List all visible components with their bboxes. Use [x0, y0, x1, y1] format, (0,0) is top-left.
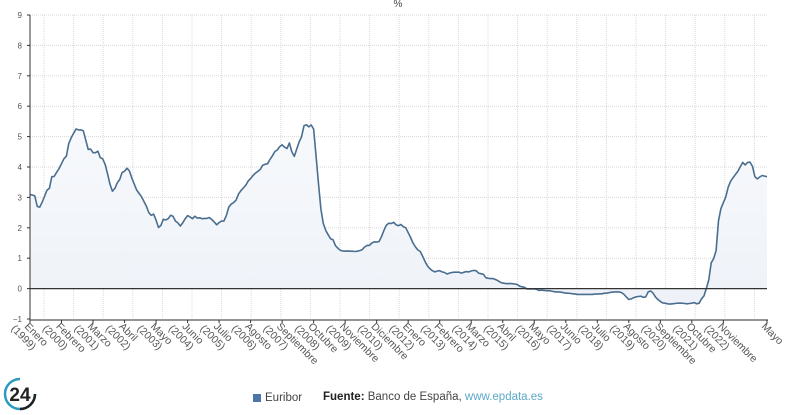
source-text: Banco de España,: [364, 391, 465, 403]
series-area-euribor: [30, 124, 767, 305]
y-tick-label: 8: [18, 41, 23, 50]
x-tick-label: Julio(2018): [576, 315, 614, 353]
x-tick-label: Mayo(2016): [513, 315, 553, 355]
y-tick-label: 7: [18, 72, 23, 81]
chart-title: %: [394, 0, 403, 10]
y-tick-label: 0: [18, 285, 23, 294]
y-tick-label: 5: [18, 133, 23, 142]
x-tick-month: Mayo: [759, 321, 786, 348]
x-tick-label: Mayo: [759, 321, 786, 348]
y-axis-ticks: −1 0 1 2 3 4 5 6 7 8 9: [13, 11, 30, 324]
y-tick-label: 6: [18, 102, 23, 111]
y-tick-label: 2: [18, 224, 23, 233]
y-tick-label: 1: [18, 254, 23, 263]
legend-swatch: [253, 394, 261, 402]
source-link[interactable]: www.epdata.es: [464, 391, 543, 403]
svg-text:24: 24: [9, 385, 31, 406]
y-tick-label: 3: [18, 193, 23, 202]
legend-item-euribor[interactable]: Euribor: [253, 392, 302, 404]
source-note: Fuente: Banco de España, www.epdata.es: [323, 391, 543, 403]
area-layer: [29, 123, 768, 305]
legend-label: Euribor: [265, 392, 303, 404]
series-line-euribor: [29, 123, 768, 305]
euribor-chart: % −1 0 1 2 3 4 5 6 7 8 9 Enero(1999) Febrero(2000) M…: [8, 0, 786, 367]
footer: Euribor Fuente: Banco de España, www.epd…: [0, 386, 800, 412]
y-tick-label: −1: [13, 315, 23, 324]
x-tick-label: Abril(2015): [481, 315, 519, 353]
x-tick-label: Julio(2005): [198, 315, 236, 353]
x-axis-ticks: Enero(1999) Febrero(2000) Marzo(2001) Abril…: [8, 315, 786, 367]
y-tick-label: 9: [18, 11, 23, 20]
x-tick-label: Abril(2002): [103, 315, 141, 353]
x-tick-label: Junio(2004): [166, 315, 206, 355]
x-tick-label: Mayo(2003): [135, 315, 175, 355]
y-tick-label: 4: [18, 163, 23, 172]
source-label: Fuente:: [323, 391, 365, 403]
logo-24: 24: [3, 377, 37, 411]
x-tick-label: Junio(2017): [544, 315, 584, 355]
